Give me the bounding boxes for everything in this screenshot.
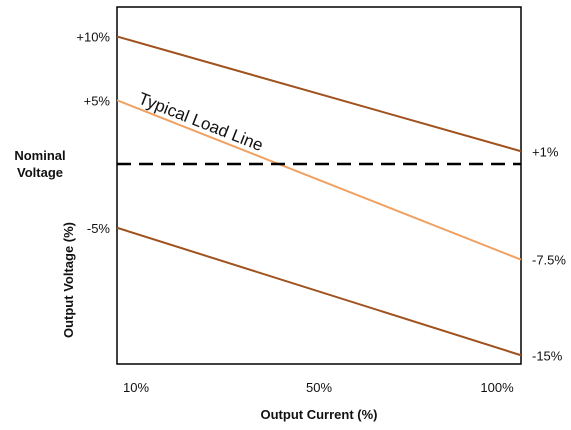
series-line-2 bbox=[117, 100, 521, 259]
y-tick-label-4: -5% bbox=[87, 221, 111, 236]
y-tick-label-2: +5% bbox=[84, 93, 111, 108]
series-line-1 bbox=[117, 37, 521, 152]
y-tick-label-line-2: Voltage bbox=[17, 165, 63, 180]
x-tick-label-3: 100% bbox=[480, 380, 514, 395]
right-label-3: -15% bbox=[532, 348, 563, 363]
x-axis-label: Output Current (%) bbox=[261, 407, 378, 422]
plot-area-frame bbox=[117, 7, 521, 364]
label-layer: +10% +5% Nominal Voltage -5% +1% -7.5% -15% 10% 5… bbox=[14, 30, 566, 396]
y-axis-label: Output Voltage (%) bbox=[61, 222, 76, 338]
series-line-3 bbox=[117, 228, 521, 356]
y-tick-label-3: Nominal Voltage bbox=[14, 148, 65, 180]
x-tick-label-1: 10% bbox=[123, 380, 149, 395]
right-label-1: +1% bbox=[532, 144, 559, 159]
series-layer bbox=[117, 37, 521, 356]
right-label-2: -7.5% bbox=[532, 253, 566, 268]
y-tick-label-1: +10% bbox=[76, 30, 110, 45]
annotation-1: Typical Load Line bbox=[136, 89, 266, 155]
y-tick-label-line-1: Nominal bbox=[14, 148, 65, 163]
x-tick-label-2: 50% bbox=[306, 380, 332, 395]
